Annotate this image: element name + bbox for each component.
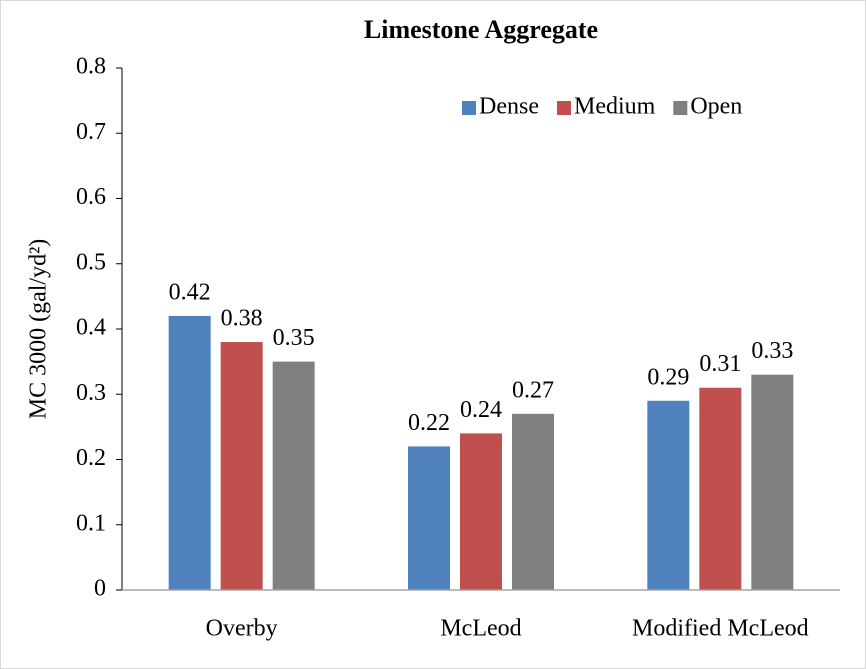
- y-tick-label: 0.8: [76, 54, 106, 80]
- bar: [699, 387, 742, 590]
- y-tick-label: 0.2: [76, 445, 106, 471]
- legend-swatch: [673, 101, 688, 115]
- bar: [220, 342, 263, 590]
- bar: [168, 315, 211, 590]
- y-axis-label: MC 3000 (gal/yd²): [26, 239, 52, 420]
- x-tick-label: Modified McLeod: [632, 616, 809, 642]
- y-tick-label: 0.1: [76, 510, 106, 536]
- bar: [272, 361, 315, 590]
- y-tick-label: 0.5: [76, 249, 106, 275]
- y-tick-label: 0.4: [76, 315, 106, 341]
- data-label: 0.24: [460, 397, 502, 423]
- data-label: 0.29: [647, 364, 689, 390]
- legend-swatch: [556, 101, 571, 115]
- data-label: 0.42: [169, 279, 211, 305]
- data-label: 0.31: [699, 351, 741, 377]
- data-label: 0.27: [512, 377, 554, 403]
- legend-label: Open: [690, 94, 742, 120]
- legend-swatch: [462, 101, 476, 115]
- y-tick-label: 0.6: [76, 184, 106, 210]
- bar: [408, 446, 450, 590]
- x-tick-label: Overby: [206, 616, 278, 642]
- legend-label: Dense: [479, 94, 539, 120]
- y-tick-label: 0.7: [76, 119, 106, 145]
- data-label: 0.22: [408, 410, 450, 436]
- chart-title: Limestone Aggregate: [364, 15, 598, 44]
- data-label: 0.33: [751, 338, 793, 364]
- y-tick-label: 0.3: [76, 380, 106, 406]
- legend-label: Medium: [574, 94, 656, 120]
- bar: [647, 400, 690, 590]
- data-label: 0.38: [221, 306, 263, 332]
- x-tick-label: McLeod: [440, 616, 521, 642]
- y-tick-label: 0: [94, 576, 106, 602]
- bar: [751, 374, 794, 590]
- bar: [512, 413, 554, 590]
- data-label: 0.35: [273, 325, 315, 351]
- bar: [460, 433, 502, 590]
